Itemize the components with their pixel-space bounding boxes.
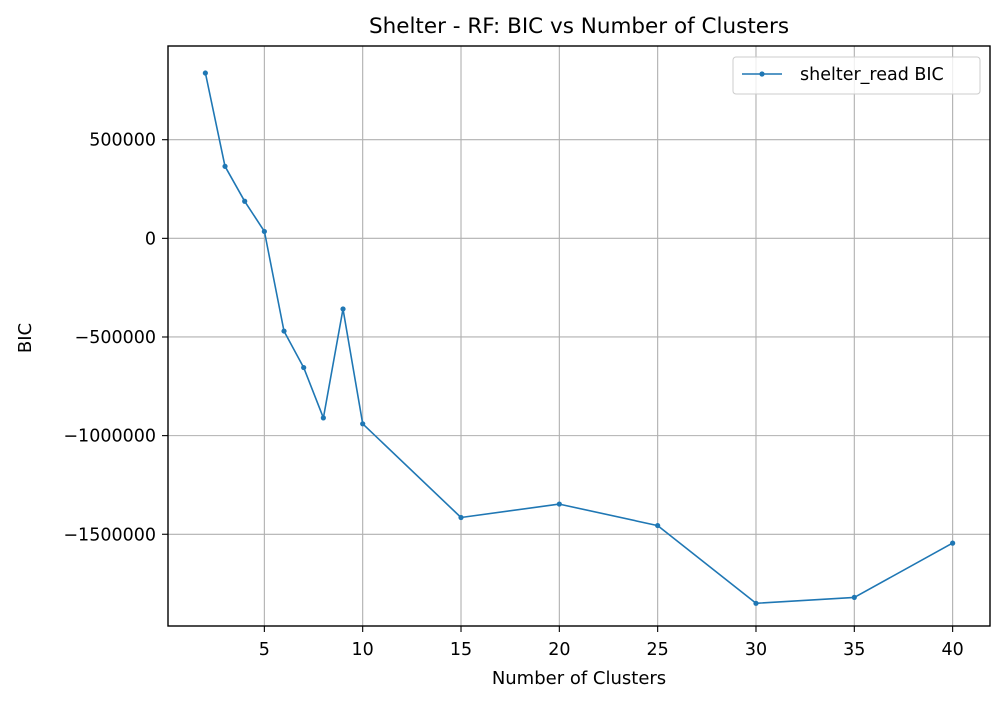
x-axis-label: Number of Clusters	[492, 668, 666, 689]
data-point	[242, 198, 248, 204]
data-point	[340, 306, 346, 312]
data-point	[556, 501, 562, 507]
x-tick-label: 35	[843, 640, 865, 660]
data-point	[753, 600, 759, 606]
y-tick-label: 0	[145, 229, 156, 249]
x-tick-label: 15	[450, 640, 472, 660]
series-layer	[202, 70, 956, 606]
y-tick-label: −1500000	[63, 525, 156, 545]
y-axis: 500000 0 −500000 −1000000 −1500000	[63, 131, 168, 545]
x-axis: 5 10 15 20 25 30 35 40	[259, 626, 964, 660]
data-point	[202, 70, 208, 76]
legend-series-marker	[759, 71, 765, 77]
data-point	[360, 421, 366, 427]
plot-frame	[167, 45, 991, 627]
legend-series-label: shelter_read BIC	[800, 65, 944, 85]
data-point	[281, 328, 287, 334]
y-tick-label: −500000	[75, 328, 156, 348]
data-point	[301, 364, 307, 371]
data-point	[950, 540, 956, 546]
x-tick-label: 30	[745, 640, 767, 660]
data-point	[458, 514, 464, 521]
grid	[168, 46, 990, 626]
chart-title: Shelter - RF: BIC vs Number of Clusters	[369, 14, 789, 39]
data-point	[655, 522, 661, 529]
x-tick-label: 5	[259, 640, 270, 660]
x-tick-label: 10	[352, 640, 374, 660]
data-point	[851, 594, 857, 600]
legend: shelter_read BIC	[732, 56, 981, 95]
y-tick-label: −1000000	[63, 427, 156, 447]
y-tick-label: 500000	[89, 131, 156, 151]
data-point	[261, 228, 267, 235]
y-axis-label: BIC	[15, 323, 36, 353]
data-point	[320, 415, 326, 421]
x-tick-label: 20	[548, 640, 570, 660]
data-point	[222, 163, 228, 169]
legend-box	[732, 56, 981, 95]
x-tick-label: 40	[941, 640, 963, 660]
x-tick-label: 25	[647, 640, 669, 660]
